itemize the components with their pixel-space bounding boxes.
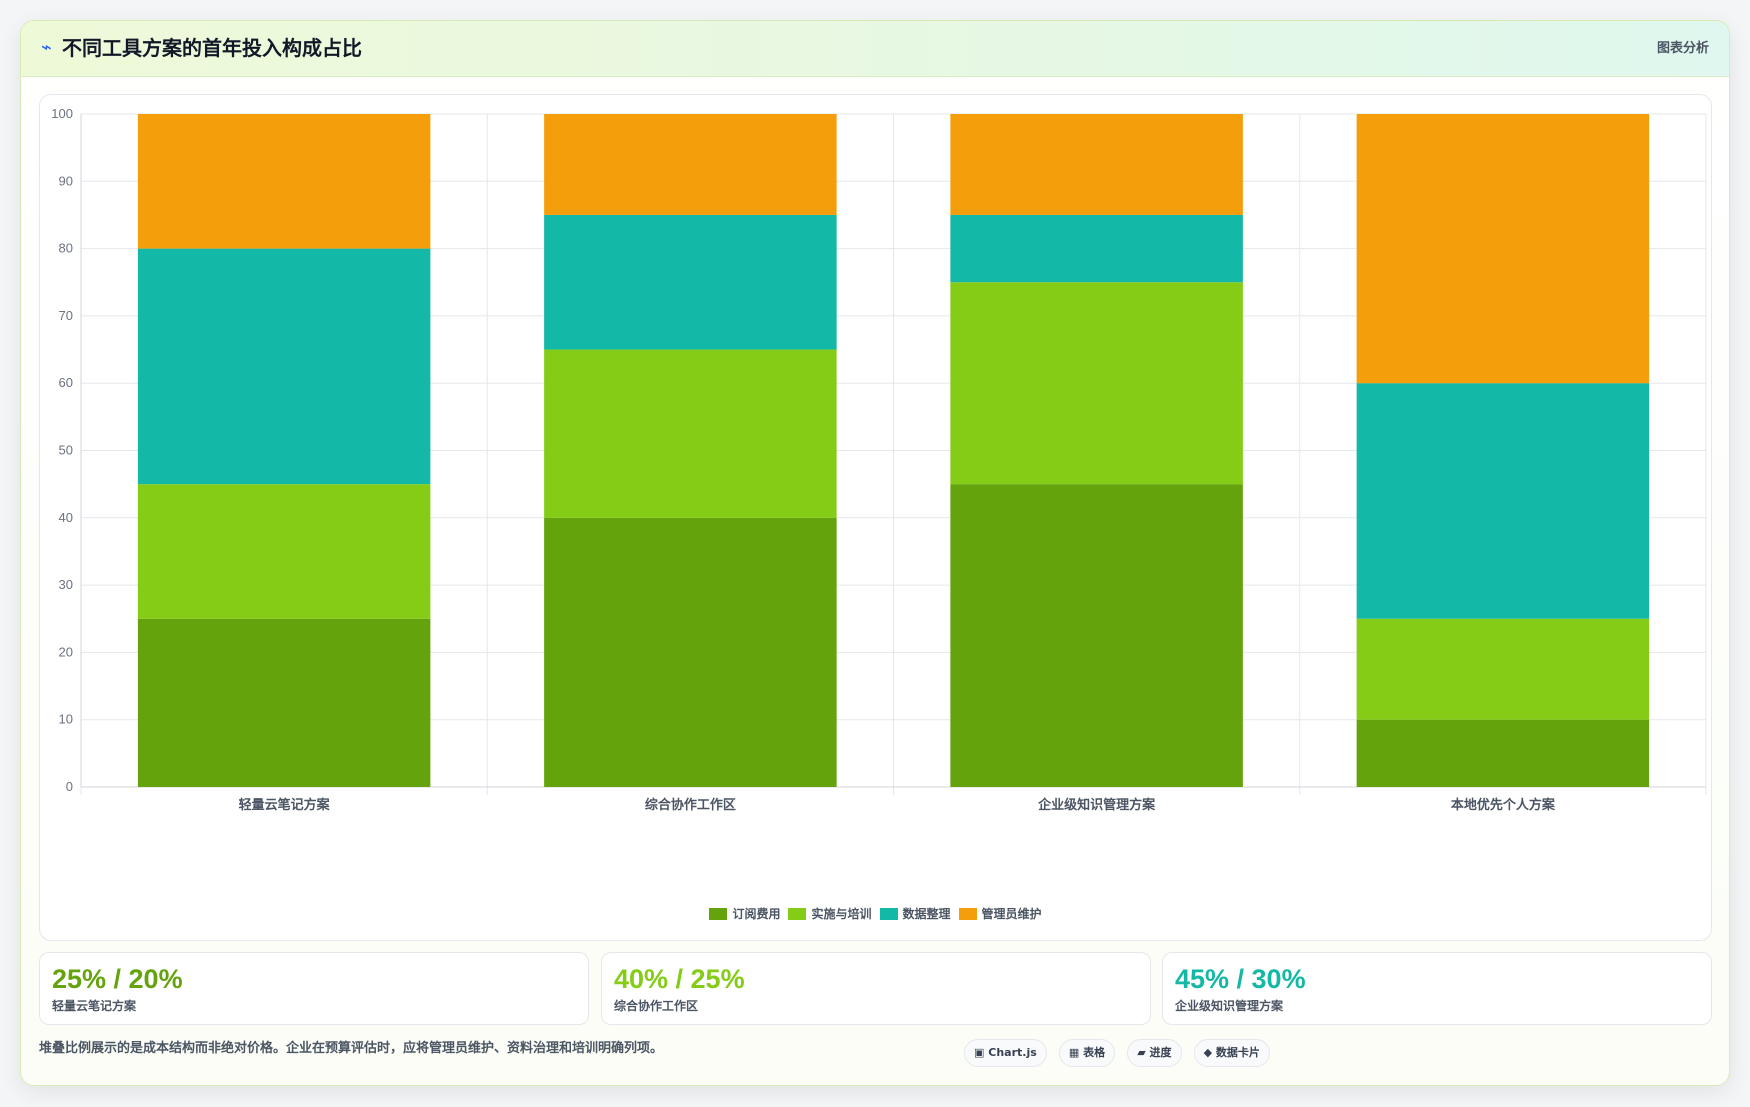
stat-label: 轻量云笔记方案 (52, 999, 137, 1013)
x-tick-label: 本地优先个人方案 (1451, 797, 1556, 813)
bar-segment (950, 282, 1243, 485)
bar-segment (950, 484, 1243, 787)
bar-segment (1356, 719, 1650, 787)
stat-card-2: 40% / 25% 综合协作工作区 (601, 952, 1151, 1025)
page-title: 不同工具方案的首年投入构成占比 (62, 36, 362, 60)
table-icon: ▦ (1068, 1046, 1080, 1059)
y-tick-label: 20 (59, 644, 73, 659)
card-header: ⌁ 不同工具方案的首年投入构成占比 图表分析 (21, 21, 1729, 77)
y-tick-label: 50 (59, 443, 73, 458)
legend-label: 数据整理 (902, 907, 951, 921)
bar-segment (544, 114, 837, 215)
y-tick-label: 60 (59, 375, 73, 390)
stat-label: 企业级知识管理方案 (1175, 999, 1284, 1013)
legend-label: 管理员维护 (981, 907, 1042, 921)
legend-swatch (879, 907, 898, 920)
legend-item[interactable]: 订阅费用 (709, 905, 780, 922)
chart-card: ⌁ 不同工具方案的首年投入构成占比 图表分析 0 10 20 30 40 50 60 70 80… (20, 20, 1730, 1086)
legend-item[interactable]: 管理员维护 (958, 905, 1042, 922)
chip-progress[interactable]: ▰ 进度 (1127, 1039, 1182, 1067)
chip-label: Chart.js (988, 1046, 1037, 1059)
bar-segment (137, 484, 431, 619)
diamond-icon: ◆ (1203, 1046, 1213, 1059)
bar-segment (1356, 618, 1650, 720)
chip-chartjs[interactable]: ▣ Chart.js (964, 1039, 1047, 1067)
bar-segment (1356, 383, 1650, 619)
legend-item[interactable]: 数据整理 (879, 905, 951, 922)
stat-label: 综合协作工作区 (614, 999, 699, 1013)
bar-segment (950, 214, 1243, 283)
bar-segment (544, 349, 837, 518)
y-tick-label: 100 (51, 106, 73, 121)
x-tick-label: 轻量云笔记方案 (239, 797, 331, 813)
chart-legend: 订阅费用 实施与培训 数据整理 管理员维护 (40, 905, 1711, 922)
header-badge: 图表分析 (1656, 41, 1709, 56)
progress-icon: ▰ (1137, 1046, 1146, 1059)
x-tick-label: 企业级知识管理方案 (1037, 797, 1156, 813)
bar-segment (137, 114, 431, 249)
chip-data-card[interactable]: ◆ 数据卡片 (1193, 1039, 1270, 1067)
legend-label: 订阅费用 (732, 907, 781, 921)
stacked-bar-chart: 0 10 20 30 40 50 60 70 80 90 100 轻量云笔记方案 综合协作工作区 企业级知… (51, 106, 1707, 813)
chip-label: 进度 (1149, 1046, 1172, 1059)
y-tick-label: 70 (59, 308, 73, 323)
y-tick-label: 0 (66, 779, 73, 794)
y-tick-label: 30 (59, 577, 73, 592)
y-tick-label: 40 (59, 510, 73, 525)
stat-card-3: 45% / 30% 企业级知识管理方案 (1162, 952, 1712, 1025)
bar-segment (544, 214, 837, 350)
chip-table[interactable]: ▦ 表格 (1058, 1039, 1116, 1067)
chart-area: 0 10 20 30 40 50 60 70 80 90 100 轻量云笔记方案 综合协作工作区 企业级知… (39, 94, 1712, 941)
chip-label: 数据卡片 (1215, 1046, 1260, 1059)
legend-label: 实施与培训 (811, 907, 872, 921)
y-tick-label: 90 (59, 173, 73, 188)
legend-swatch (788, 907, 807, 920)
footnote: 堆叠比例展示的是成本结构而非绝对价格。企业在预算评估时，应将管理员维护、资料治理… (39, 1041, 664, 1056)
stat-value: 25% / 20% (52, 964, 183, 994)
legend-swatch (958, 907, 977, 920)
x-tick-label: 综合协作工作区 (645, 797, 736, 813)
legend-swatch (709, 907, 728, 920)
bar-segment (137, 248, 431, 485)
stat-value: 40% / 25% (614, 964, 745, 994)
chart-icon: ▣ (974, 1046, 985, 1059)
y-tick-label: 10 (59, 712, 73, 727)
legend-item[interactable]: 实施与培训 (788, 905, 872, 922)
tool-chips: ▣ Chart.js ▦ 表格 ▰ 进度 ◆ 数据卡片 (964, 1039, 1277, 1067)
bar-segment (1356, 114, 1650, 384)
bar-segment (544, 517, 837, 787)
bar-segment (950, 114, 1243, 215)
chart-icon: ⌁ (41, 37, 52, 58)
bar-segment (137, 618, 431, 787)
stat-card-1: 25% / 20% 轻量云笔记方案 (39, 952, 589, 1025)
chip-label: 表格 (1083, 1046, 1106, 1059)
stat-value: 45% / 30% (1175, 964, 1306, 994)
y-tick-label: 80 (59, 241, 73, 256)
